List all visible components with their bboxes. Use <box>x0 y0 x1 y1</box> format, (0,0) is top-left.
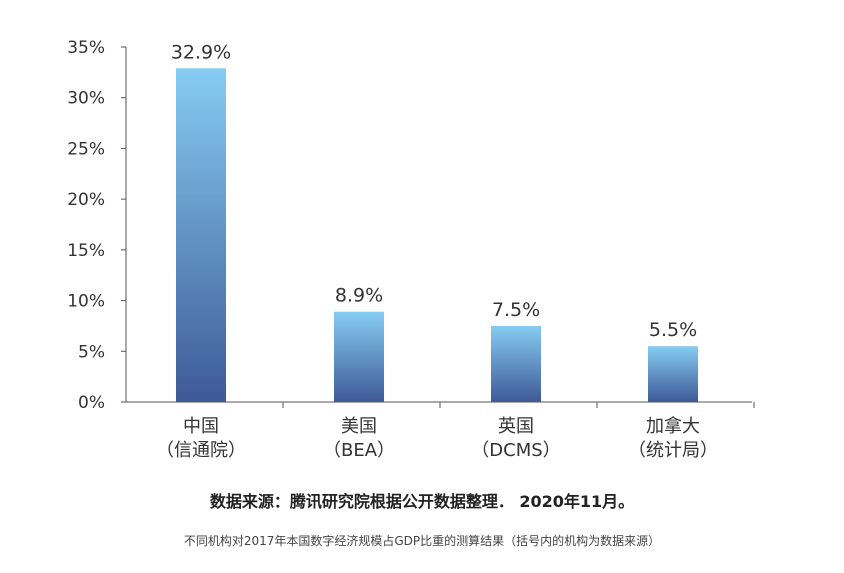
data-label: 7.5% <box>492 299 540 321</box>
bar <box>491 325 541 402</box>
bar <box>648 346 698 402</box>
y-tick-label: 15% <box>67 241 105 261</box>
x-category-label: （统计局） <box>628 440 718 461</box>
x-category-label: 加拿大 <box>646 415 700 437</box>
y-tick-label: 35% <box>67 38 105 58</box>
y-tick-label: 5% <box>78 342 105 362</box>
chart-axes: 0% 5% 10% 15% 20% 25% 30% 35% <box>67 38 755 413</box>
bar <box>176 68 226 403</box>
data-label: 32.9% <box>171 41 231 63</box>
x-category-label: 中国 <box>183 416 219 437</box>
x-category-label: （DCMS） <box>471 440 560 461</box>
y-tick-label: 0% <box>78 393 105 413</box>
bar <box>334 311 384 402</box>
source-text: 数据来源：腾讯研究院根据公开数据整理． 2020年11月。 <box>209 492 635 511</box>
y-tick-label: 10% <box>67 292 105 312</box>
bar-chart: 0% 5% 10% 15% 20% 25% 30% 35% 32.9% 中国 （信通院） 8.9% 美… <box>67 38 755 461</box>
data-label: 8.9% <box>335 285 383 307</box>
data-label: 5.5% <box>649 319 697 341</box>
x-category-label: 美国 <box>341 416 377 437</box>
footnote-text: 不同机构对2017年本国数字经济规模占GDP比重的测算结果（括号内的机构为数据来… <box>183 534 661 548</box>
y-tick-label: 20% <box>67 190 105 210</box>
chart-bars <box>176 68 698 403</box>
x-category-label: 英国 <box>498 416 534 437</box>
y-tick-label: 25% <box>67 139 105 159</box>
chart-labels: 32.9% 中国 （信通院） 8.9% 美国 （BEA） 7.5% 英国 （DCMS） 5.5% 加… <box>156 41 718 461</box>
y-tick-label: 30% <box>67 89 105 109</box>
x-category-label: （信通院） <box>156 440 246 461</box>
x-category-label: （BEA） <box>323 440 395 461</box>
